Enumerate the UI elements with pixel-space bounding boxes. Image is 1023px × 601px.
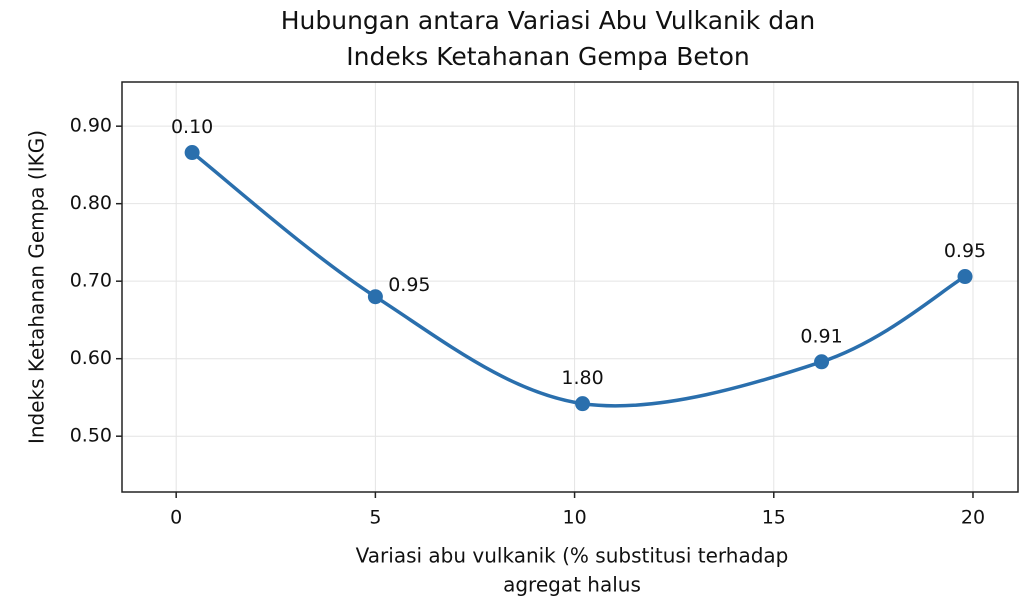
- x-tick-label: 5: [369, 507, 381, 529]
- x-axis-label: Variasi abu vulkanik (% substitusi terha…: [356, 544, 789, 568]
- annotation: 0.95: [944, 240, 986, 262]
- x-tick-label: 10: [562, 507, 586, 529]
- x-tick-label: 0: [170, 507, 182, 529]
- point: [575, 396, 591, 412]
- x-tick-label: 20: [961, 507, 985, 529]
- plot-frame: [121, 81, 1019, 493]
- chart-title: Hubungan antara Variasi Abu Vulkanik dan: [281, 6, 816, 35]
- x-axis-label: agregat halus: [503, 573, 641, 597]
- point: [814, 354, 830, 370]
- annotation: 1.80: [561, 367, 603, 389]
- annotation: 0.91: [800, 325, 842, 347]
- y-axis-label: Indeks Ketahanan Gempa (IKG): [25, 130, 49, 444]
- y-tick-label: 0.90: [70, 115, 112, 137]
- y-tick-label: 0.80: [70, 192, 112, 214]
- x-tick-label: 15: [762, 507, 786, 529]
- y-tick-label: 0.50: [70, 425, 112, 447]
- chart-title: Indeks Ketahanan Gempa Beton: [346, 42, 749, 71]
- y-tick-label: 0.60: [70, 347, 112, 369]
- point: [957, 269, 973, 285]
- y-tick-label: 0.70: [70, 270, 112, 292]
- point: [367, 289, 383, 305]
- annotation: 0.95: [388, 274, 430, 296]
- annotation: 0.10: [171, 116, 213, 138]
- point: [184, 145, 200, 161]
